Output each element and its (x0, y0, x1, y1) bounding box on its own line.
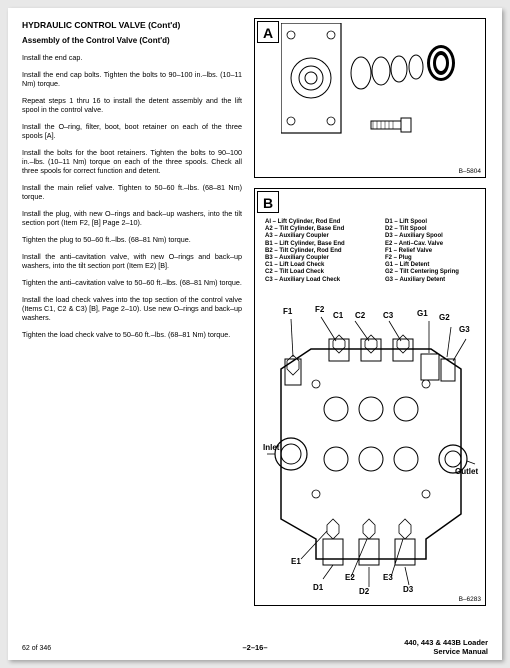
figure-b-label: B (257, 191, 279, 213)
footer-page-of: 62 of 346 (22, 645, 51, 652)
callout-e1: E1 (291, 557, 301, 566)
page-container: HYDRAULIC CONTROL VALVE (Cont'd) Assembl… (8, 8, 502, 660)
legend-item: F2 – Plug (385, 255, 485, 262)
figure-a: A (254, 18, 486, 178)
paragraph: Install the bolts for the boot retainers… (22, 148, 242, 175)
callout-f1: F1 (283, 307, 292, 316)
figure-b-code: B–6283 (459, 596, 481, 603)
legend-item: D2 – Tilt Spool (385, 226, 485, 233)
legend-item: G1 – Lift Detent (385, 262, 485, 269)
callout-c3: C3 (383, 311, 393, 320)
footer-page-number: –2–16– (242, 643, 267, 652)
callout-e2: E2 (345, 573, 355, 582)
callout-c1: C1 (333, 311, 343, 320)
section-heading: HYDRAULIC CONTROL VALVE (Cont'd) (22, 20, 242, 30)
paragraph: Install the O–ring, filter, boot, boot r… (22, 122, 242, 140)
left-column: HYDRAULIC CONTROL VALVE (Cont'd) Assembl… (22, 20, 242, 347)
figure-b-diagram (261, 299, 481, 589)
footer-manual-line2: Service Manual (404, 647, 488, 656)
legend-item: A2 – Tilt Cylinder, Base End (265, 226, 385, 233)
legend-item: D3 – Auxiliary Spool (385, 233, 485, 240)
paragraph: Install the main relief valve. Tighten t… (22, 183, 242, 201)
legend-item: B1 – Lift Cylinder, Base End (265, 241, 385, 248)
figure-a-label: A (257, 21, 279, 43)
legend-item: A3 – Auxiliary Coupler (265, 233, 385, 240)
callout-d3: D3 (403, 585, 413, 594)
figure-a-diagram (281, 23, 481, 171)
footer-manual-line1: 440, 443 & 443B Loader (404, 638, 488, 647)
legend-item: G3 – Auxiliary Detent (385, 277, 485, 284)
paragraph: Tighten the anti–cavitation valve to 50–… (22, 278, 242, 287)
paragraph: Tighten the load check valve to 50–60 ft… (22, 330, 242, 339)
callout-g2: G2 (439, 313, 450, 322)
paragraph: Install the anti–cavitation valve, with … (22, 252, 242, 270)
figure-b-legend-right: D1 – Lift Spool D2 – Tilt Spool D3 – Aux… (385, 219, 485, 284)
callout-inlet: Inlet (263, 443, 279, 452)
legend-item: D1 – Lift Spool (385, 219, 485, 226)
paragraph: Install the plug, with new O–rings and b… (22, 209, 242, 227)
paragraph: Repeat steps 1 thru 16 to install the de… (22, 96, 242, 114)
legend-item: C1 – Lift Load Check (265, 262, 385, 269)
callout-g3: G3 (459, 325, 470, 334)
legend-item: C2 – Tilt Load Check (265, 269, 385, 276)
paragraph: Tighten the plug to 50–60 ft.–lbs. (68–8… (22, 235, 242, 244)
legend-item: B2 – Tilt Cylinder, Rod End (265, 248, 385, 255)
section-subheading: Assembly of the Control Valve (Cont'd) (22, 36, 242, 45)
legend-item: Al – Lift Cylinder, Rod End (265, 219, 385, 226)
callout-g1: G1 (417, 309, 428, 318)
paragraph: Install the end cap. (22, 53, 242, 62)
figure-b: B Al – Lift Cylinder, Rod End A2 – Tilt … (254, 188, 486, 606)
figure-a-code: B–5804 (459, 168, 481, 175)
callout-outlet: Outlet (455, 467, 478, 476)
callout-d2: D2 (359, 587, 369, 596)
figure-b-legend-left: Al – Lift Cylinder, Rod End A2 – Tilt Cy… (265, 219, 385, 284)
callout-c2: C2 (355, 311, 365, 320)
callout-f2: F2 (315, 305, 324, 314)
legend-item: E2 – Anti–Cav. Valve (385, 241, 485, 248)
legend-item: F1 – Relief Valve (385, 248, 485, 255)
footer-manual-title: 440, 443 & 443B Loader Service Manual (404, 638, 488, 656)
legend-item: C3 – Auxiliary Load Check (265, 277, 385, 284)
callout-d1: D1 (313, 583, 323, 592)
paragraph: Install the load check valves into the t… (22, 295, 242, 322)
legend-item: G2 – Tilt Centering Spring (385, 269, 485, 276)
callout-e3: E3 (383, 573, 393, 582)
legend-item: B3 – Auxiliary Coupler (265, 255, 385, 262)
paragraph: Install the end cap bolts. Tighten the b… (22, 70, 242, 88)
